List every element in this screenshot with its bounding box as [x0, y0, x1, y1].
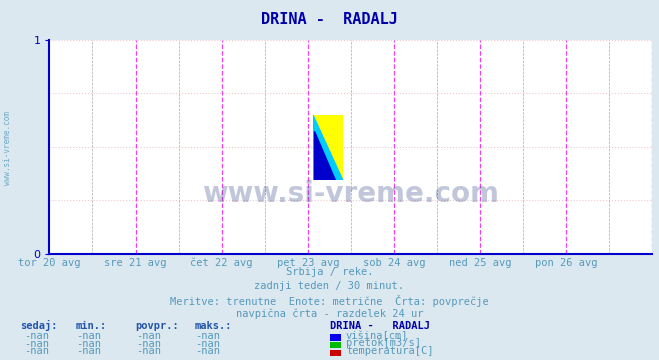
Text: min.:: min.:	[76, 321, 107, 332]
Text: pretok[m3/s]: pretok[m3/s]	[346, 338, 421, 348]
Text: www.si-vreme.com: www.si-vreme.com	[202, 180, 500, 208]
Polygon shape	[313, 115, 343, 180]
Text: -nan: -nan	[76, 346, 101, 356]
Text: temperatura[C]: temperatura[C]	[346, 346, 434, 356]
Text: DRINA -   RADALJ: DRINA - RADALJ	[330, 321, 430, 332]
Text: Meritve: trenutne  Enote: metrične  Črta: povprečje: Meritve: trenutne Enote: metrične Črta: …	[170, 294, 489, 307]
Text: višina[cm]: višina[cm]	[346, 330, 409, 341]
Text: -nan: -nan	[195, 346, 220, 356]
Text: zadnji teden / 30 minut.: zadnji teden / 30 minut.	[254, 281, 405, 291]
Text: navpična črta - razdelek 24 ur: navpična črta - razdelek 24 ur	[236, 309, 423, 319]
Text: povpr.:: povpr.:	[135, 321, 179, 332]
Polygon shape	[314, 131, 335, 180]
Polygon shape	[313, 115, 343, 180]
Text: -nan: -nan	[195, 339, 220, 349]
Text: -nan: -nan	[24, 339, 49, 349]
Text: -nan: -nan	[24, 331, 49, 341]
Text: -nan: -nan	[136, 339, 161, 349]
Text: -nan: -nan	[136, 346, 161, 356]
Text: www.si-vreme.com: www.si-vreme.com	[3, 111, 13, 185]
Text: DRINA -  RADALJ: DRINA - RADALJ	[261, 12, 398, 27]
Text: -nan: -nan	[76, 339, 101, 349]
Text: -nan: -nan	[76, 331, 101, 341]
Text: -nan: -nan	[195, 331, 220, 341]
Text: -nan: -nan	[24, 346, 49, 356]
Text: Srbija / reke.: Srbija / reke.	[286, 267, 373, 277]
Text: maks.:: maks.:	[194, 321, 232, 332]
Text: sedaj:: sedaj:	[20, 320, 57, 332]
Text: -nan: -nan	[136, 331, 161, 341]
